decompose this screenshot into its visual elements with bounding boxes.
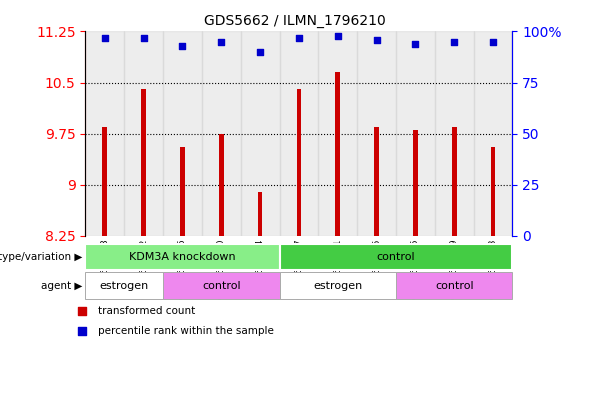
Bar <box>335 72 340 236</box>
Point <box>256 49 265 55</box>
Bar <box>280 244 512 270</box>
Bar <box>219 134 224 236</box>
Text: percentile rank within the sample: percentile rank within the sample <box>98 325 274 336</box>
Bar <box>396 272 512 299</box>
Bar <box>258 191 263 236</box>
Point <box>139 35 148 41</box>
Bar <box>85 244 280 270</box>
Bar <box>280 272 396 299</box>
Bar <box>202 31 241 236</box>
Point <box>411 40 420 47</box>
Point <box>217 39 226 45</box>
Bar <box>474 31 512 236</box>
Bar <box>297 89 301 236</box>
Bar <box>435 31 474 236</box>
Point <box>333 32 342 39</box>
Point <box>449 39 459 45</box>
Bar <box>85 31 124 236</box>
Bar <box>318 31 357 236</box>
Text: transformed count: transformed count <box>98 306 196 316</box>
Text: GDS5662 / ILMN_1796210: GDS5662 / ILMN_1796210 <box>204 14 385 28</box>
Point <box>100 35 110 41</box>
Text: KDM3A knockdown: KDM3A knockdown <box>129 252 236 262</box>
Bar <box>413 130 418 236</box>
Bar <box>280 31 318 236</box>
Bar <box>102 127 107 236</box>
Point <box>77 327 87 334</box>
Text: control: control <box>376 252 415 262</box>
Bar <box>374 127 379 236</box>
Bar <box>396 31 435 236</box>
Point <box>77 308 87 314</box>
Text: estrogen: estrogen <box>313 281 362 291</box>
Point <box>294 35 304 41</box>
Bar <box>241 31 280 236</box>
Bar <box>124 31 163 236</box>
Text: genotype/variation ▶: genotype/variation ▶ <box>0 252 82 262</box>
Bar <box>491 147 495 236</box>
Text: control: control <box>435 281 474 291</box>
Bar <box>357 31 396 236</box>
Bar <box>85 272 163 299</box>
Text: agent ▶: agent ▶ <box>41 281 82 291</box>
Point <box>178 42 187 49</box>
Text: control: control <box>202 281 240 291</box>
Bar <box>163 31 202 236</box>
Bar <box>163 272 280 299</box>
Bar <box>180 147 185 236</box>
Point <box>372 37 381 43</box>
Bar <box>452 127 456 236</box>
Point <box>488 39 498 45</box>
Text: estrogen: estrogen <box>100 281 149 291</box>
Bar <box>141 89 146 236</box>
